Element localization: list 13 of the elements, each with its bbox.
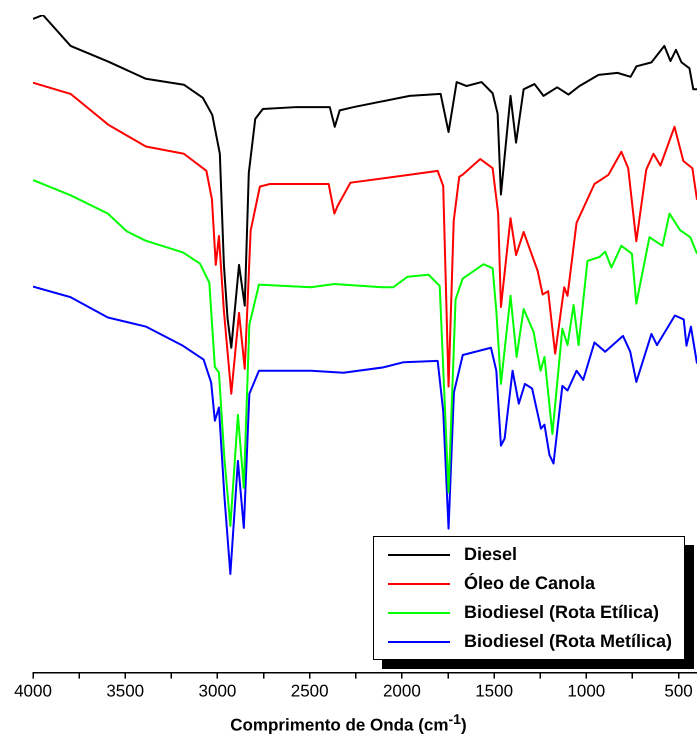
x-tick-label: 3500	[106, 681, 144, 700]
x-tick-label: 2000	[382, 681, 421, 700]
legend-label: Biodiesel (Rota Etílica)	[464, 602, 659, 623]
legend-label: Biodiesel (Rota Metílica)	[464, 631, 672, 652]
x-tick-label: 4000	[14, 681, 52, 700]
legend-label: Óleo de Canola	[464, 573, 595, 594]
x-tick-label: 3000	[198, 681, 236, 700]
x-tick-label: 1500	[475, 681, 514, 700]
x-tick-label: 1000	[567, 681, 606, 700]
x-axis-title: Comprimento de Onda (cm$^{-1}$)	[229, 712, 468, 736]
x-tick-label: 500	[664, 681, 693, 700]
x-tick-label: 2500	[290, 681, 329, 700]
legend-label: Diesel	[464, 544, 517, 565]
